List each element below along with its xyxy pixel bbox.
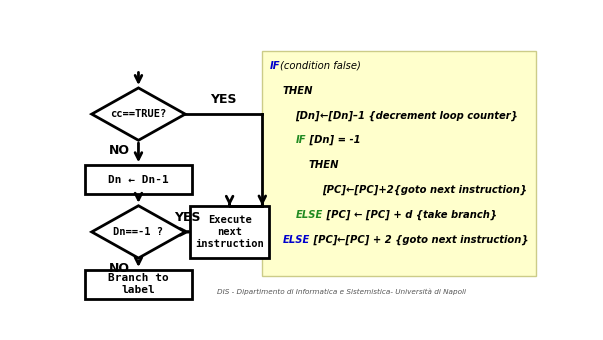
FancyBboxPatch shape xyxy=(84,165,192,194)
Polygon shape xyxy=(92,206,185,258)
Text: [PC] ← [PC] + d {take branch}: [PC] ← [PC] + d {take branch} xyxy=(323,210,497,220)
Text: [Dn]: [Dn] xyxy=(295,110,320,121)
Text: NO: NO xyxy=(109,144,130,157)
Text: DIS - Dipartimento di Informatica e Sistemistica- Università di Napoli: DIS - Dipartimento di Informatica e Sist… xyxy=(217,289,466,295)
Text: Dn==-1 ?: Dn==-1 ? xyxy=(113,227,163,237)
FancyBboxPatch shape xyxy=(84,270,192,299)
Text: ←[PC]+2{goto next instruction}: ←[PC]+2{goto next instruction} xyxy=(346,185,526,195)
Text: [PC]: [PC] xyxy=(321,185,346,195)
Text: ELSE: ELSE xyxy=(282,235,310,245)
Text: Execute
next
instruction: Execute next instruction xyxy=(195,215,264,249)
Text: YES: YES xyxy=(174,211,201,224)
Polygon shape xyxy=(92,88,185,140)
Text: (condition false): (condition false) xyxy=(280,61,361,71)
Text: ←[PC] + 2 {goto next instruction}: ←[PC] + 2 {goto next instruction} xyxy=(337,235,529,245)
Text: IF: IF xyxy=(295,135,306,145)
Text: cc==TRUE?: cc==TRUE? xyxy=(110,109,166,119)
Text: [PC]: [PC] xyxy=(310,235,337,245)
Text: THEN: THEN xyxy=(309,160,339,170)
FancyBboxPatch shape xyxy=(262,51,535,276)
Text: NO: NO xyxy=(109,262,130,275)
Text: ELSE: ELSE xyxy=(295,210,323,220)
Text: THEN: THEN xyxy=(282,86,313,96)
Text: [Dn] = -1: [Dn] = -1 xyxy=(306,135,361,146)
Text: IF: IF xyxy=(270,61,280,71)
FancyBboxPatch shape xyxy=(190,206,270,258)
Text: Branch to
label: Branch to label xyxy=(108,273,169,295)
Text: YES: YES xyxy=(210,93,237,106)
Text: ←[Dn]–1 {decrement loop counter}: ←[Dn]–1 {decrement loop counter} xyxy=(320,110,518,121)
Text: Dn ← Dn-1: Dn ← Dn-1 xyxy=(108,174,169,185)
